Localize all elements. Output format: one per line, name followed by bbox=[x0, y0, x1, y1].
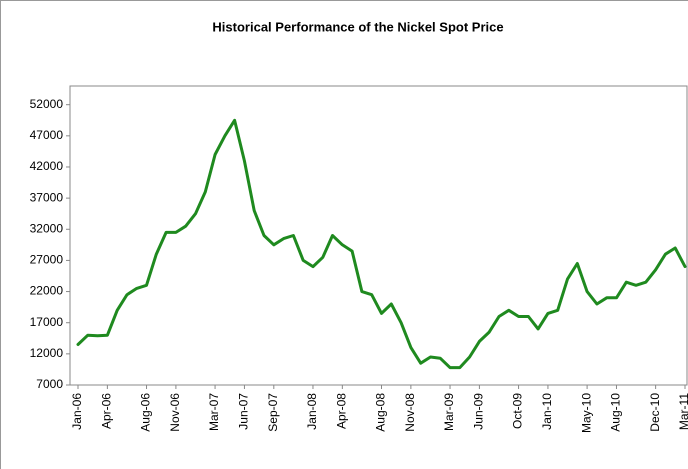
x-tick-label: May-10 bbox=[579, 393, 593, 433]
x-tick-label: Mar-11 bbox=[677, 393, 688, 430]
y-tick-label: 32000 bbox=[30, 221, 64, 235]
x-tick-label: Jan-10 bbox=[540, 393, 554, 430]
x-tick-label: Nov-08 bbox=[403, 393, 417, 432]
y-tick-label: 12000 bbox=[30, 346, 64, 360]
x-tick-label: Jun-07 bbox=[237, 393, 251, 430]
plot-area bbox=[69, 85, 688, 386]
x-tick-label: Apr-08 bbox=[335, 393, 349, 429]
x-tick-label: Aug-10 bbox=[609, 393, 623, 432]
y-tick-label: 27000 bbox=[30, 253, 64, 267]
y-tick-label: 52000 bbox=[30, 97, 64, 111]
y-tick-label: 47000 bbox=[30, 128, 64, 142]
price-line bbox=[76, 118, 687, 370]
y-tick-label: 7000 bbox=[36, 377, 63, 391]
y-tick-label: 22000 bbox=[30, 284, 64, 298]
x-tick-label: Dec-10 bbox=[648, 393, 662, 432]
x-tick-label: Jun-09 bbox=[472, 393, 486, 430]
x-tick-label: Jan-08 bbox=[305, 393, 319, 430]
y-tick-label: 37000 bbox=[30, 190, 64, 204]
x-tick-label: Nov-06 bbox=[168, 393, 182, 432]
y-tick-label: 42000 bbox=[30, 159, 64, 173]
x-tick-label: Aug-06 bbox=[139, 393, 153, 432]
x-tick-label: Mar-09 bbox=[442, 393, 456, 431]
x-tick-label: Jan-06 bbox=[70, 393, 84, 430]
x-tick-label: Mar-07 bbox=[207, 393, 221, 431]
x-tick-label: Aug-08 bbox=[374, 393, 388, 432]
x-tick-label: Sep-07 bbox=[266, 393, 280, 432]
x-tick-label: Apr-06 bbox=[100, 393, 114, 429]
x-tick-label: Oct-09 bbox=[511, 393, 525, 429]
y-tick-label: 17000 bbox=[30, 315, 64, 329]
chart-title: Historical Performance of the Nickel Spo… bbox=[212, 19, 503, 34]
